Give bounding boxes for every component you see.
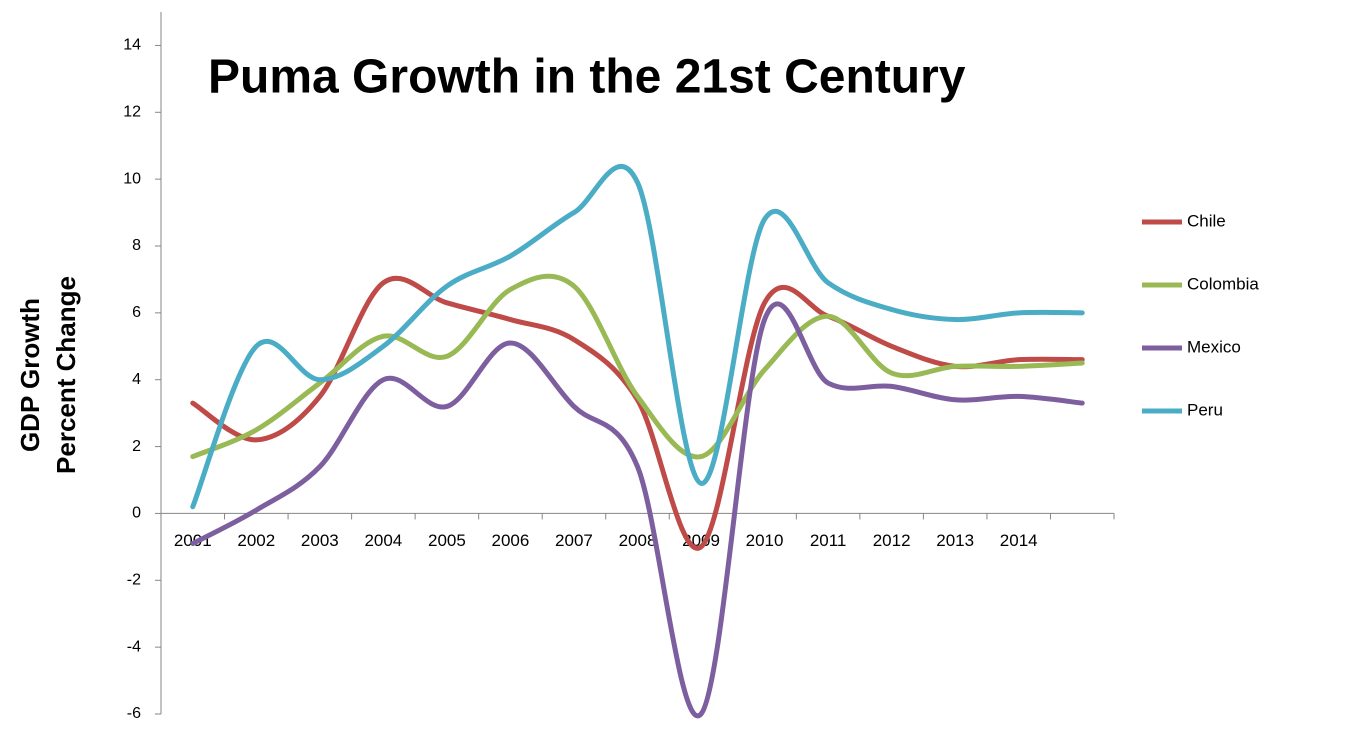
legend-label: Colombia: [1187, 274, 1259, 293]
series-line: [190, 275, 1085, 551]
y-tick-label: 12: [123, 104, 141, 121]
y-tick-label: 6: [132, 304, 141, 321]
chart-title: Puma Growth in the 21st Century: [208, 51, 966, 104]
series-line: [190, 273, 1085, 460]
y-tick-label: 4: [132, 371, 141, 388]
x-tick-label: 2012: [873, 531, 911, 550]
x-tick-label: 2004: [364, 531, 402, 550]
y-tick-label: 2: [132, 438, 141, 455]
y-tick-label: -4: [127, 638, 141, 655]
series-line: [190, 301, 1085, 719]
x-tick-label: 2013: [936, 531, 974, 550]
x-tick-label: 2014: [1000, 531, 1038, 550]
x-tick-label: 2008: [619, 531, 657, 550]
legend-label: Mexico: [1187, 337, 1241, 356]
x-tick-label: 2002: [237, 531, 275, 550]
series-line: [190, 163, 1085, 510]
x-tick-label: 2006: [492, 531, 530, 550]
x-tick-label: 2007: [555, 531, 593, 550]
x-tick-label: 2003: [301, 531, 339, 550]
y-label-line: GDP Growth: [15, 298, 45, 452]
y-tick-label: 14: [123, 37, 141, 54]
y-tick-label: -6: [127, 705, 141, 722]
x-tick-label: 2005: [428, 531, 466, 550]
y-tick-label: 0: [132, 505, 141, 522]
legend-label: Chile: [1187, 211, 1226, 230]
y-axis-label: GDP Growth Percent Change: [15, 276, 81, 474]
x-tick-label: 2011: [810, 531, 847, 550]
y-tick-label: -2: [127, 572, 141, 589]
y-label-line: Percent Change: [51, 276, 81, 474]
x-tick-label: 2010: [746, 531, 784, 550]
legend-label: Peru: [1187, 400, 1223, 419]
x-tick-label: 2001: [174, 531, 212, 550]
y-tick-label: 10: [123, 170, 141, 187]
y-tick-label: 8: [132, 237, 141, 254]
